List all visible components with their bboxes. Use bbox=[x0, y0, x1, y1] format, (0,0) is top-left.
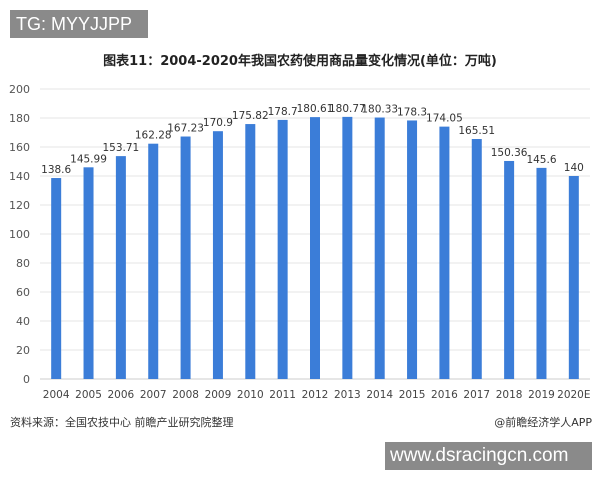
brand-note: @前瞻经济学人APP bbox=[494, 416, 592, 429]
bar bbox=[407, 120, 418, 379]
data-label: 174.05 bbox=[426, 113, 463, 125]
bar bbox=[148, 143, 159, 379]
x-tick-label: 2004 bbox=[43, 389, 70, 401]
data-label: 180.61 bbox=[297, 103, 334, 115]
data-label: 180.33 bbox=[361, 104, 398, 116]
bar-chart: 0 20 40 60 80 100 120 140 160 180 200 138.6 2004 145.… bbox=[9, 83, 591, 401]
y-tick-label: 160 bbox=[9, 141, 30, 154]
data-label: 153.71 bbox=[103, 142, 140, 154]
x-tick-label: 2019 bbox=[528, 389, 555, 401]
bar bbox=[504, 160, 515, 379]
y-tick-label: 0 bbox=[23, 373, 30, 386]
y-tick-label: 100 bbox=[9, 228, 30, 241]
data-label: 145.99 bbox=[70, 153, 107, 165]
y-tick-label: 40 bbox=[16, 315, 30, 328]
x-tick-label: 2014 bbox=[366, 389, 393, 401]
bar bbox=[536, 167, 547, 379]
bar bbox=[277, 119, 288, 379]
x-tick-label: 2011 bbox=[269, 389, 296, 401]
x-tick-label: 2007 bbox=[140, 389, 167, 401]
bar bbox=[310, 117, 320, 379]
x-tick-label: 2005 bbox=[75, 389, 102, 401]
data-label: 175.82 bbox=[232, 110, 269, 122]
y-tick-label: 60 bbox=[16, 286, 30, 299]
bar bbox=[180, 136, 191, 379]
data-label: 150.36 bbox=[491, 147, 528, 159]
source-note: 资料来源：全国农技中心 前瞻产业研究院整理 bbox=[10, 416, 234, 429]
bar bbox=[342, 116, 353, 380]
bar bbox=[245, 124, 256, 379]
y-tick-label: 200 bbox=[9, 83, 30, 96]
data-label: 180.77 bbox=[329, 103, 366, 115]
x-tick-label: 2006 bbox=[108, 389, 135, 401]
data-label: 145.6 bbox=[526, 154, 556, 166]
bar bbox=[471, 139, 482, 379]
watermark-bottom: www.dsracingcn.com bbox=[385, 442, 592, 470]
data-label: 178.3 bbox=[397, 106, 427, 118]
y-tick-label: 120 bbox=[9, 199, 30, 212]
bar bbox=[212, 131, 223, 379]
x-tick-label: 2013 bbox=[334, 389, 361, 401]
x-tick-label: 2016 bbox=[431, 389, 458, 401]
x-tick-label: 2018 bbox=[496, 389, 523, 401]
data-label: 138.6 bbox=[41, 164, 71, 176]
y-tick-label: 80 bbox=[16, 257, 30, 270]
x-tick-label: 2010 bbox=[237, 389, 264, 401]
y-tick-label: 20 bbox=[16, 344, 30, 357]
x-tick-label: 2008 bbox=[172, 389, 199, 401]
bar bbox=[83, 167, 94, 379]
x-tick-label: 2009 bbox=[205, 389, 232, 401]
data-label: 178.7 bbox=[268, 106, 298, 118]
data-label: 140 bbox=[564, 162, 584, 174]
bar bbox=[115, 156, 126, 379]
y-tick-label: 180 bbox=[9, 112, 30, 125]
x-tick-label: 2017 bbox=[463, 389, 490, 401]
bar bbox=[439, 126, 450, 379]
bar bbox=[51, 178, 62, 379]
data-label: 165.51 bbox=[458, 125, 495, 137]
chart-title: 图表11：2004-2020年我国农药使用商品量变化情况(单位：万吨) bbox=[103, 54, 497, 69]
data-label: 162.28 bbox=[135, 130, 172, 142]
data-label: 167.23 bbox=[167, 123, 204, 135]
x-tick-label: 2020E bbox=[557, 389, 590, 401]
x-tick-label: 2012 bbox=[302, 389, 329, 401]
data-label: 170.9 bbox=[203, 117, 233, 129]
bar bbox=[568, 176, 579, 379]
watermark-top: TG: MYYJJPP bbox=[10, 10, 148, 38]
bar bbox=[374, 117, 385, 380]
y-tick-label: 140 bbox=[9, 170, 30, 183]
x-tick-label: 2015 bbox=[399, 389, 426, 401]
